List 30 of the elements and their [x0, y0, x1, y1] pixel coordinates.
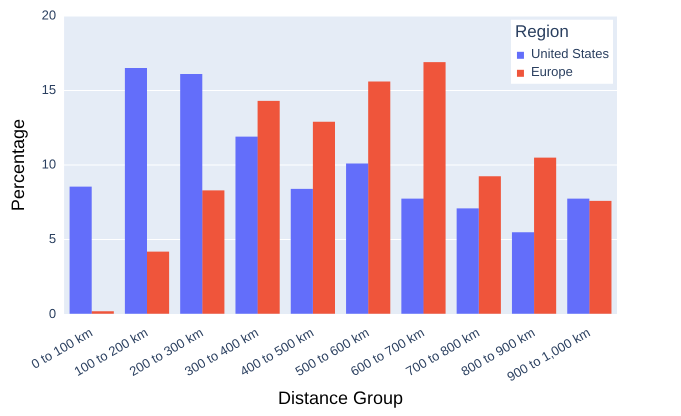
bar [456, 208, 479, 314]
legend-label: United States [530, 46, 610, 61]
bar [180, 74, 202, 314]
bar [368, 81, 390, 314]
bar [567, 198, 590, 314]
bar [92, 311, 114, 314]
bar [423, 62, 446, 314]
bar [512, 232, 534, 314]
bar [312, 122, 335, 314]
bar [478, 176, 501, 314]
x-axis-title: Distance Group [278, 388, 404, 408]
y-tick-label: 20 [42, 7, 56, 22]
bar [202, 190, 224, 314]
y-tick-label: 15 [42, 82, 56, 97]
bar [346, 164, 368, 314]
bar [70, 186, 92, 314]
bar [235, 136, 258, 314]
bar [147, 252, 170, 314]
y-tick-label: 10 [42, 156, 56, 172]
y-axis-title: Percentage [8, 119, 28, 212]
bar [124, 68, 147, 314]
bar [534, 158, 556, 314]
legend-title: Region [514, 22, 569, 41]
bar [589, 200, 612, 314]
bar [290, 188, 313, 314]
bar [401, 198, 424, 314]
y-tick-label: 0 [48, 306, 56, 321]
legend-label: Europe [530, 64, 573, 79]
y-tick-label: 5 [48, 231, 56, 246]
bar [258, 100, 280, 314]
